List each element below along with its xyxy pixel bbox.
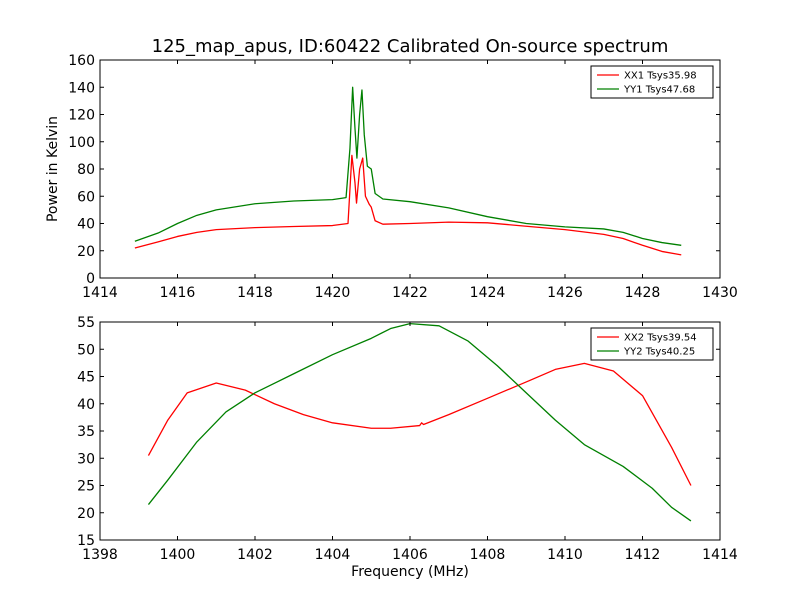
- bottom-x-tick-label: 1404: [315, 547, 351, 563]
- top-legend-label-1: XX1 Tsys35.98: [624, 71, 697, 82]
- bottom-y-tick-label: 50: [77, 342, 95, 358]
- bottom-y-tick-label: 45: [77, 370, 95, 386]
- top-y-axis-label: Power in Kelvin: [45, 116, 61, 222]
- bottom-y-tick-label: 20: [77, 506, 95, 522]
- top-legend: XX1 Tsys35.98 YY1 Tsys47.68: [590, 65, 714, 99]
- top-y-tick-label: 120: [68, 108, 95, 124]
- top-x-tick-label: 1416: [160, 285, 196, 301]
- bottom-x-tick-label: 1414: [702, 547, 738, 563]
- bottom-legend-box: [590, 327, 714, 361]
- top-x-tick-label: 1424: [470, 285, 506, 301]
- top-x-tick-label: 1414: [82, 285, 118, 301]
- top-legend-label-2: YY1 Tsys47.68: [623, 85, 695, 96]
- top-y-tick-label: 80: [77, 162, 95, 178]
- bottom-x-axis-label: Frequency (MHz): [351, 564, 469, 580]
- chart-title: 125_map_apus, ID:60422 Calibrated On-sou…: [152, 36, 669, 57]
- bottom-y-tick-label: 40: [77, 397, 95, 413]
- bottom-x-tick-label: 1408: [470, 547, 506, 563]
- bottom-y-tick-label: 35: [77, 424, 95, 440]
- bottom-series-line-2: [147, 322, 692, 522]
- top-y-tick-label: 20: [77, 244, 95, 260]
- top-y-tick-label: 140: [68, 80, 95, 96]
- top-x-tick-label: 1422: [392, 285, 428, 301]
- bottom-x-tick-label: 1398: [82, 547, 118, 563]
- top-y-tick-label: 160: [68, 53, 95, 69]
- bottom-y-tick-label: 25: [77, 479, 95, 495]
- bottom-y-tick-label: 55: [77, 315, 95, 331]
- top-legend-box: [590, 65, 714, 99]
- top-x-tick-label: 1420: [315, 285, 351, 301]
- bottom-legend: XX2 Tsys39.54 YY2 Tsys40.25: [590, 327, 714, 361]
- top-x-tick-label: 1428: [625, 285, 661, 301]
- top-chart: Power in Kelvin 1414 1416 1418 1420 1422 1424…: [45, 53, 738, 301]
- bottom-chart: Frequency (MHz) 1398 1400 1402 1404 1406 1408…: [77, 315, 738, 580]
- top-series-line-1: [134, 154, 682, 256]
- bottom-y-tick-label: 30: [77, 451, 95, 467]
- top-series-line-2: [134, 86, 682, 246]
- bottom-series-line-1: [147, 362, 692, 486]
- bottom-x-tick-label: 1412: [625, 547, 661, 563]
- top-y-tick-label: 100: [68, 135, 95, 151]
- bottom-legend-label-1: XX2 Tsys39.54: [624, 333, 697, 344]
- top-y-tick-label: 60: [77, 189, 95, 205]
- bottom-y-tick-label: 15: [77, 533, 95, 549]
- top-x-tick-label: 1426: [547, 285, 583, 301]
- bottom-x-tick-label: 1400: [160, 547, 196, 563]
- top-y-tick-label: 0: [86, 271, 95, 287]
- bottom-x-tick-label: 1406: [392, 547, 428, 563]
- top-x-tick-label: 1430: [702, 285, 738, 301]
- bottom-x-tick-label: 1402: [237, 547, 273, 563]
- bottom-x-tick-label: 1410: [547, 547, 583, 563]
- top-x-tick-label: 1418: [237, 285, 273, 301]
- bottom-legend-label-2: YY2 Tsys40.25: [623, 347, 695, 358]
- top-y-tick-label: 40: [77, 217, 95, 233]
